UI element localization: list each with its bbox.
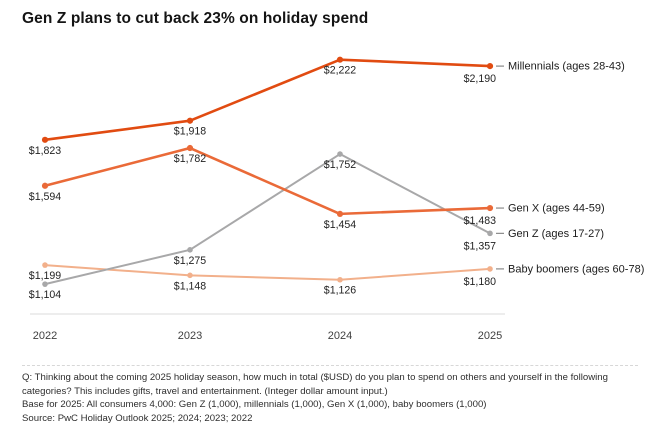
data-point-millennials-2023 xyxy=(186,117,194,124)
footnotes: Q: Thinking about the coming 2025 holida… xyxy=(22,371,634,425)
value-label-genz-2023: $1,275 xyxy=(174,255,207,267)
value-label-genx-2024: $1,454 xyxy=(324,219,357,231)
data-point-genz-2024 xyxy=(337,151,343,157)
series-line-boomers xyxy=(44,264,491,281)
x-axis-label-2024: 2024 xyxy=(328,330,352,342)
value-label-genz-2025: $1,357 xyxy=(464,240,497,252)
holiday-spend-line-chart: 2022 2023 2024 2025 $1,199 $1,148 $1,126 $1,180… xyxy=(29,56,644,342)
value-label-millennials-2024: $2,222 xyxy=(324,65,357,77)
value-label-boomers-2022: $1,199 xyxy=(29,270,62,282)
value-label-genx-2023: $1,782 xyxy=(174,153,207,165)
chart-area: 2022 2023 2024 2025 $1,199 $1,148 $1,126 $1,180… xyxy=(0,38,650,350)
data-point-genx-2022 xyxy=(41,182,49,189)
x-axis-label-2022: 2022 xyxy=(33,330,57,342)
x-axis-label-2023: 2023 xyxy=(178,330,202,342)
data-point-boomers-2022 xyxy=(42,262,48,268)
legend-label-millennials: Millennials (ages 28-43) xyxy=(508,61,625,73)
series-line-millennials xyxy=(43,58,492,142)
value-label-genx-2025: $1,483 xyxy=(464,215,497,227)
data-point-genx-2025 xyxy=(486,204,494,212)
data-point-genz-2023 xyxy=(187,247,193,253)
x-axis-label-2025: 2025 xyxy=(478,330,502,342)
value-label-genz-2024: $1,752 xyxy=(324,159,357,171)
footnote-question: Q: Thinking about the coming 2025 holida… xyxy=(22,372,608,397)
data-point-boomers-2025 xyxy=(487,266,493,272)
data-point-genx-2023 xyxy=(186,144,194,152)
data-point-boomers-2023 xyxy=(187,272,193,279)
data-point-genz-2025 xyxy=(487,230,493,237)
footnote-source: Source: PwC Holiday Outlook 2025; 2024; … xyxy=(22,412,253,424)
value-label-boomers-2025: $1,180 xyxy=(464,276,497,288)
legend-label-genz: Gen Z (ages 17-27) xyxy=(508,228,604,240)
value-label-genx-2022: $1,594 xyxy=(29,191,62,203)
data-point-millennials-2024 xyxy=(336,56,344,63)
value-label-millennials-2023: $1,918 xyxy=(174,126,207,138)
page-title: Gen Z plans to cut back 23% on holiday s… xyxy=(22,10,369,27)
data-point-genz-2022 xyxy=(42,281,48,287)
series-line-genz xyxy=(44,153,491,286)
footer-divider xyxy=(22,365,638,366)
value-label-boomers-2024: $1,126 xyxy=(324,285,357,297)
legend-label-genx: Gen X (ages 44-59) xyxy=(508,203,605,215)
value-label-millennials-2022: $1,823 xyxy=(29,145,62,157)
value-label-boomers-2023: $1,148 xyxy=(174,280,207,292)
value-label-millennials-2025: $2,190 xyxy=(464,73,497,85)
legend-label-boomers: Baby boomers (ages 60-78) xyxy=(508,263,644,275)
data-point-millennials-2022 xyxy=(41,136,49,143)
data-point-boomers-2024 xyxy=(337,276,343,283)
footnote-base: Base for 2025: All consumers 4,000: Gen … xyxy=(22,399,487,411)
series-line-genx xyxy=(43,146,492,216)
data-point-millennials-2025 xyxy=(486,63,494,70)
data-point-genx-2024 xyxy=(336,210,344,217)
value-label-genz-2022: $1,104 xyxy=(29,289,62,301)
